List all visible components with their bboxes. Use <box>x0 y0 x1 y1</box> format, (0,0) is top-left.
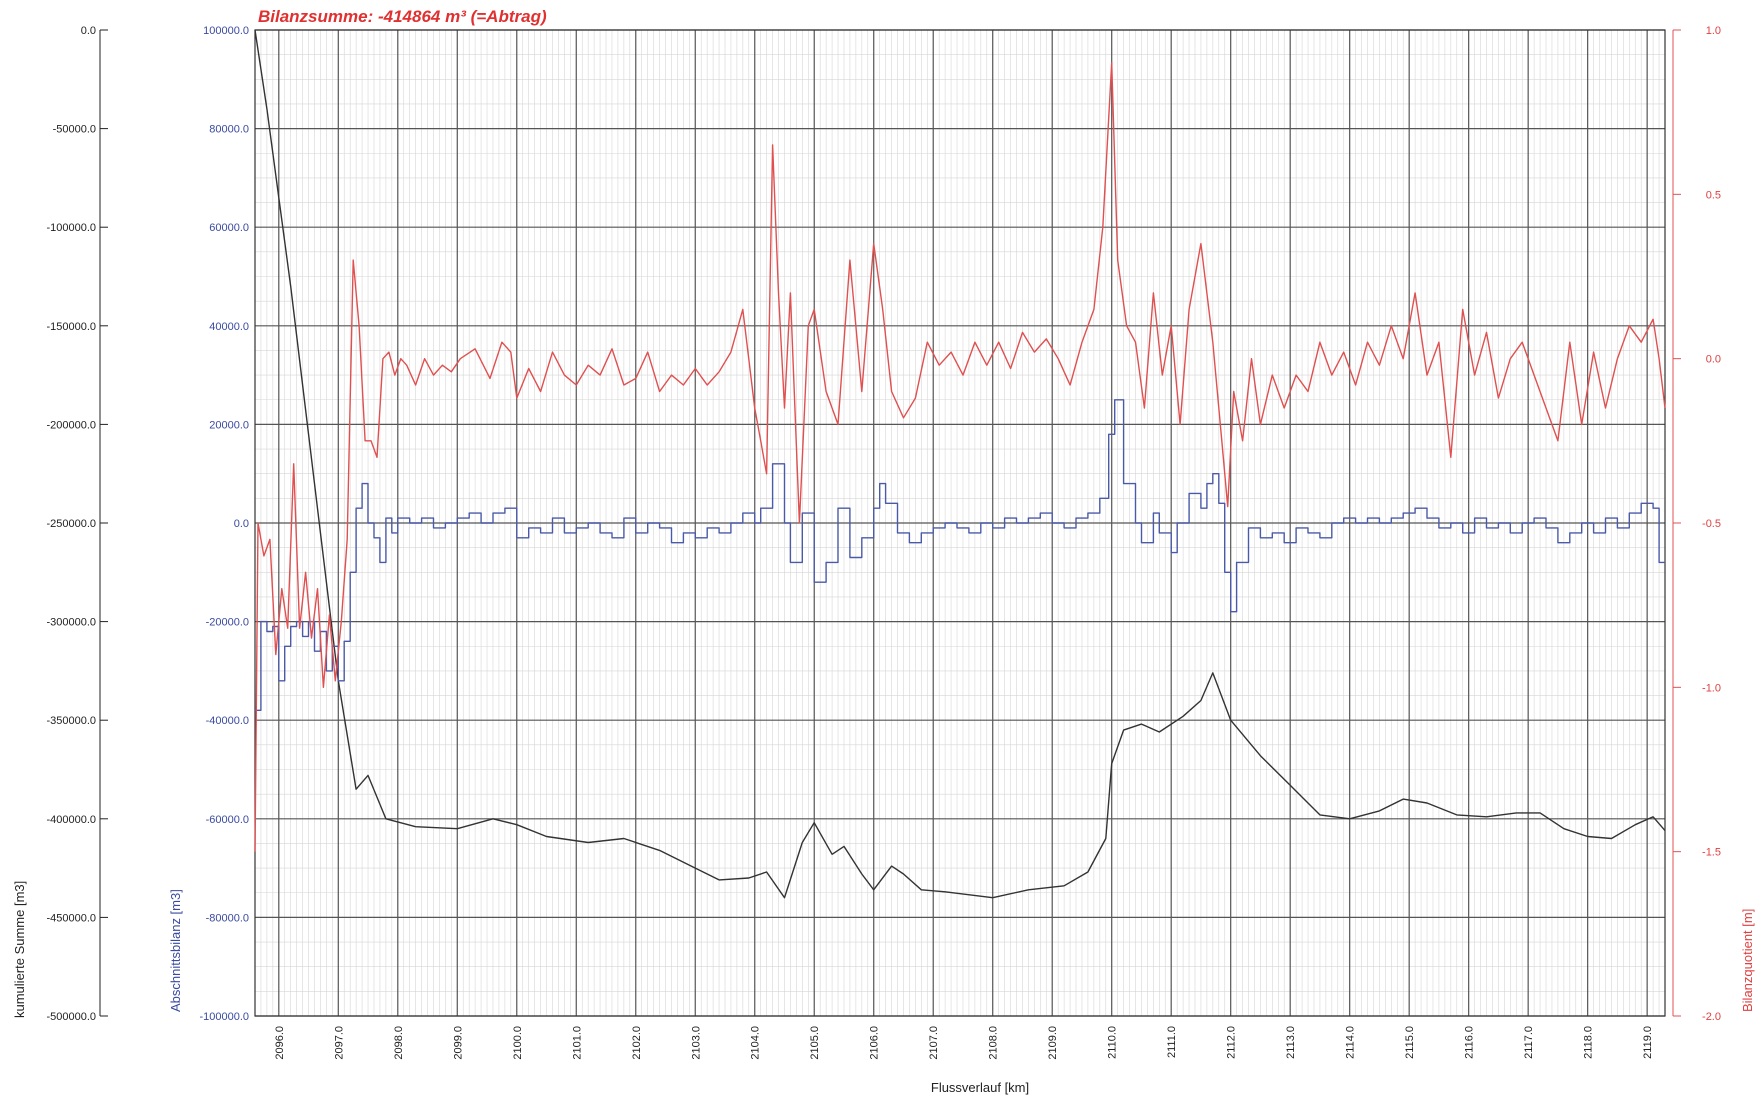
x-tick-label: 2115.0 <box>1404 1026 1416 1059</box>
section-axis-label: Abschnittsbilanz [m3] <box>168 889 183 1012</box>
x-tick-label: 2116.0 <box>1464 1026 1476 1059</box>
series-section-line <box>255 399 1665 711</box>
section-tick-label: 20000.0 <box>209 419 249 431</box>
x-tick-label: 2109.0 <box>1047 1026 1059 1060</box>
x-tick-label: 2110.0 <box>1107 1026 1119 1059</box>
x-tick-label: 2103.0 <box>690 1026 702 1060</box>
cumulative-tick-label: -100000.0 <box>46 222 96 234</box>
plot-frame <box>254 29 1666 1017</box>
x-axis-label: Flussverlauf [km] <box>931 1080 1029 1095</box>
cumulative-tick-label: -200000.0 <box>46 419 96 431</box>
x-tick-label: 2111.0 <box>1166 1026 1178 1058</box>
section-axis: 100000.0 80000.0 60000.0 40000.0 20000.0 0.0 -… <box>199 25 249 1023</box>
x-tick-label: 2104.0 <box>750 1026 762 1060</box>
section-tick-label: -100000.0 <box>199 1011 249 1023</box>
chart-title: Bilanzsumme: -414864 m³ (=Abtrag) <box>258 7 547 26</box>
series-cumulative-line <box>254 29 1666 899</box>
cumulative-tick-label: -350000.0 <box>46 715 96 727</box>
series-quotient-line <box>254 62 1666 852</box>
quotient-tick-label: 0.0 <box>1706 354 1721 366</box>
cumulative-tick-label: -400000.0 <box>46 814 96 826</box>
x-tick-label: 2105.0 <box>809 1026 821 1060</box>
x-tick-label: 2112.0 <box>1226 1026 1238 1059</box>
section-tick-label: 60000.0 <box>209 222 249 234</box>
quotient-tick-label: -2.0 <box>1702 1011 1721 1023</box>
quotient-axis: 1.0 0.5 0.0 -0.5 -1.0 -1.5 -2.0 <box>1672 25 1721 1023</box>
quotient-axis-label: Bilanzquotient [m] <box>1740 909 1755 1012</box>
x-tick-label: 2107.0 <box>928 1026 940 1060</box>
x-axis: 2096.0 2097.0 2098.0 2099.0 2100.0 2101.0 2102… <box>274 1026 1654 1060</box>
section-tick-label: 40000.0 <box>209 321 249 333</box>
quotient-tick-label: -1.5 <box>1702 847 1721 859</box>
x-tick-label: 2113.0 <box>1285 1026 1297 1059</box>
x-tick-label: 2106.0 <box>869 1026 881 1060</box>
x-tick-label: 2101.0 <box>571 1026 583 1060</box>
cumulative-axis: 0.0 -50000.0 -100000.0 -150000.0 -200000.0 -2… <box>46 25 108 1023</box>
section-tick-label: 0.0 <box>234 518 249 530</box>
quotient-tick-label: -1.0 <box>1702 682 1721 694</box>
cumulative-tick-label: -450000.0 <box>46 912 96 924</box>
section-tick-label: -80000.0 <box>206 912 249 924</box>
series-lines <box>254 29 1666 899</box>
x-tick-label: 2102.0 <box>631 1026 643 1060</box>
section-tick-label: 100000.0 <box>203 25 249 37</box>
x-tick-label: 2117.0 <box>1523 1026 1535 1059</box>
x-tick-label: 2119.0 <box>1642 1026 1654 1059</box>
section-tick-label: 80000.0 <box>209 124 249 136</box>
cumulative-tick-label: -150000.0 <box>46 321 96 333</box>
x-tick-label: 2099.0 <box>452 1026 464 1060</box>
cumulative-tick-label: -500000.0 <box>46 1011 96 1023</box>
quotient-tick-label: -0.5 <box>1702 518 1721 530</box>
cumulative-tick-label: -250000.0 <box>46 518 96 530</box>
x-tick-label: 2097.0 <box>333 1026 345 1060</box>
cumulative-tick-label: -300000.0 <box>46 617 96 629</box>
cumulative-axis-label: kumulierte Summe [m3] <box>12 881 27 1018</box>
quotient-tick-label: 1.0 <box>1706 25 1721 37</box>
section-tick-label: -40000.0 <box>206 715 249 727</box>
x-tick-label: 2098.0 <box>393 1026 405 1060</box>
cumulative-tick-label: 0.0 <box>81 25 96 37</box>
quotient-tick-label: 0.5 <box>1706 189 1721 201</box>
x-tick-label: 2096.0 <box>274 1026 286 1060</box>
x-tick-label: 2118.0 <box>1583 1026 1595 1059</box>
x-tick-label: 2114.0 <box>1345 1026 1357 1059</box>
cumulative-tick-label: -50000.0 <box>53 124 96 136</box>
x-tick-label: 2100.0 <box>512 1026 524 1060</box>
x-tick-label: 2108.0 <box>988 1026 1000 1060</box>
section-tick-label: -60000.0 <box>206 814 249 826</box>
section-tick-label: -20000.0 <box>206 617 249 629</box>
